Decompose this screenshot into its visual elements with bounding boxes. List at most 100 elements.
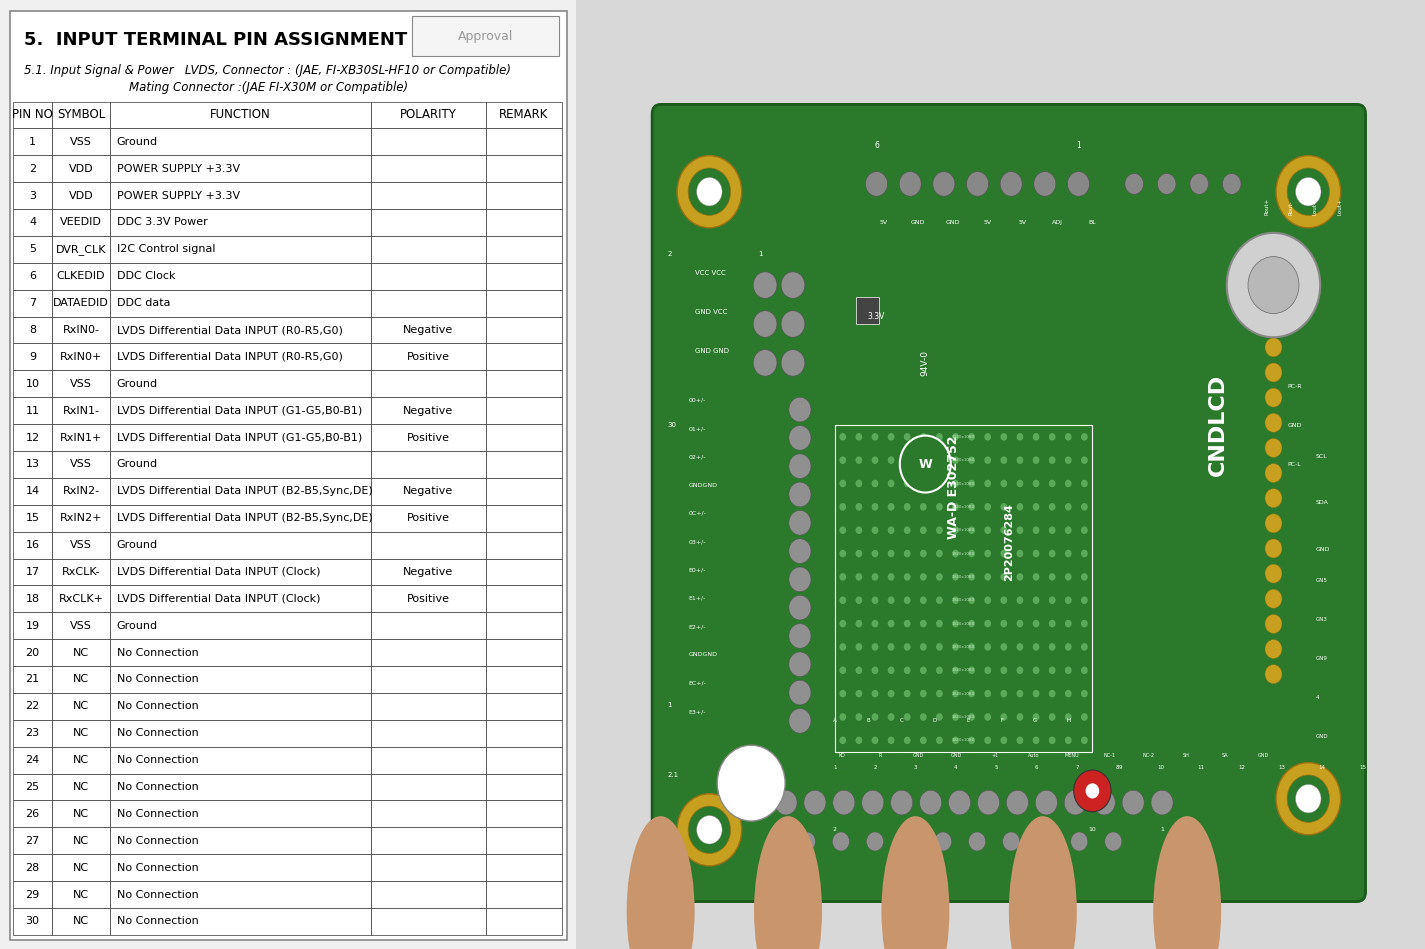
Circle shape bbox=[1265, 614, 1282, 633]
Text: 30: 30 bbox=[26, 917, 40, 926]
Circle shape bbox=[1073, 770, 1112, 811]
Text: PC-L: PC-L bbox=[1288, 461, 1301, 467]
Text: NC: NC bbox=[73, 809, 90, 819]
Text: LVDS Differential Data INPUT (Clock): LVDS Differential Data INPUT (Clock) bbox=[117, 594, 321, 604]
Text: Lout-: Lout- bbox=[1312, 201, 1318, 215]
Text: BL: BL bbox=[1089, 220, 1096, 225]
Circle shape bbox=[1049, 714, 1056, 721]
Circle shape bbox=[888, 456, 895, 464]
Circle shape bbox=[1049, 503, 1056, 511]
Bar bbox=[370, 747, 486, 773]
Text: GND: GND bbox=[1315, 734, 1328, 739]
Bar bbox=[370, 800, 486, 828]
Text: CNDLCD: CNDLCD bbox=[1208, 374, 1228, 476]
Text: No Connection: No Connection bbox=[117, 782, 198, 792]
Bar bbox=[110, 854, 370, 881]
Circle shape bbox=[921, 736, 926, 744]
Circle shape bbox=[1016, 620, 1023, 627]
Circle shape bbox=[1000, 172, 1022, 196]
Text: LVDS Differential Data INPUT (Clock): LVDS Differential Data INPUT (Clock) bbox=[117, 567, 321, 577]
Circle shape bbox=[839, 620, 846, 627]
Circle shape bbox=[754, 310, 777, 337]
Text: Positive: Positive bbox=[406, 433, 450, 442]
Text: Auto: Auto bbox=[1027, 754, 1039, 758]
Bar bbox=[370, 398, 486, 424]
Text: 5: 5 bbox=[28, 244, 36, 254]
Text: E1+/-: E1+/- bbox=[688, 596, 705, 601]
Circle shape bbox=[855, 480, 862, 488]
Text: 12: 12 bbox=[26, 433, 40, 442]
Text: VSS: VSS bbox=[70, 621, 93, 631]
Circle shape bbox=[952, 549, 959, 557]
Text: Ground: Ground bbox=[117, 540, 158, 550]
Bar bbox=[486, 317, 561, 344]
Bar bbox=[486, 424, 561, 451]
Circle shape bbox=[903, 597, 911, 605]
Circle shape bbox=[1265, 589, 1282, 608]
Circle shape bbox=[1265, 513, 1282, 532]
Circle shape bbox=[903, 456, 911, 464]
Text: 17: 17 bbox=[26, 567, 40, 577]
Text: 27: 27 bbox=[26, 836, 40, 846]
Text: 20: 20 bbox=[26, 647, 40, 658]
Circle shape bbox=[1265, 664, 1282, 683]
Text: RxIN2+: RxIN2+ bbox=[60, 513, 103, 523]
Text: E: E bbox=[966, 718, 970, 723]
Circle shape bbox=[921, 690, 926, 698]
Circle shape bbox=[1082, 666, 1087, 674]
Bar bbox=[370, 773, 486, 800]
Text: RxCLK+: RxCLK+ bbox=[58, 594, 104, 604]
Text: 2: 2 bbox=[28, 164, 36, 174]
Text: 1: 1 bbox=[667, 702, 673, 708]
Circle shape bbox=[789, 482, 811, 507]
Circle shape bbox=[1064, 549, 1072, 557]
Text: 1920x1080: 1920x1080 bbox=[952, 458, 975, 462]
Text: DDC Clock: DDC Clock bbox=[117, 271, 175, 281]
Text: 12: 12 bbox=[1238, 765, 1245, 770]
Circle shape bbox=[985, 597, 992, 605]
Circle shape bbox=[839, 597, 846, 605]
Bar bbox=[13, 559, 53, 586]
Circle shape bbox=[1000, 643, 1007, 651]
Circle shape bbox=[1049, 573, 1056, 581]
Bar bbox=[370, 693, 486, 719]
Circle shape bbox=[1064, 597, 1072, 605]
Text: DVR_CLK: DVR_CLK bbox=[56, 244, 107, 255]
Circle shape bbox=[697, 177, 722, 206]
Bar bbox=[370, 156, 486, 182]
Circle shape bbox=[789, 652, 811, 677]
Bar bbox=[110, 102, 370, 128]
Bar bbox=[110, 586, 370, 612]
Circle shape bbox=[781, 349, 805, 376]
Text: VDD: VDD bbox=[68, 164, 94, 174]
Bar bbox=[486, 908, 561, 935]
Circle shape bbox=[1000, 690, 1007, 698]
Text: GND GND: GND GND bbox=[695, 348, 730, 354]
Circle shape bbox=[839, 527, 846, 534]
Circle shape bbox=[789, 709, 811, 734]
Circle shape bbox=[1049, 666, 1056, 674]
Circle shape bbox=[1016, 480, 1023, 488]
Bar bbox=[13, 800, 53, 828]
Circle shape bbox=[1064, 503, 1072, 511]
Text: 1920x1080: 1920x1080 bbox=[952, 505, 975, 509]
Text: Rout+: Rout+ bbox=[1264, 197, 1270, 215]
Bar bbox=[370, 182, 486, 209]
Text: LVDS Differential Data INPUT (G1-G5,B0-B1): LVDS Differential Data INPUT (G1-G5,B0-B… bbox=[117, 433, 362, 442]
Text: NC: NC bbox=[73, 889, 90, 900]
Bar bbox=[53, 908, 110, 935]
Circle shape bbox=[952, 527, 959, 534]
Ellipse shape bbox=[882, 816, 949, 949]
Text: 11: 11 bbox=[26, 405, 40, 416]
Text: 1920x1080: 1920x1080 bbox=[952, 529, 975, 532]
Text: 5.  INPUT TERMINAL PIN ASSIGNMENT: 5. INPUT TERMINAL PIN ASSIGNMENT bbox=[24, 30, 408, 48]
Text: Ground: Ground bbox=[117, 459, 158, 470]
Circle shape bbox=[832, 832, 849, 851]
Circle shape bbox=[903, 736, 911, 744]
Text: 1: 1 bbox=[784, 828, 788, 832]
Circle shape bbox=[872, 573, 878, 581]
Circle shape bbox=[865, 172, 888, 196]
Bar bbox=[486, 612, 561, 640]
Circle shape bbox=[888, 643, 895, 651]
Circle shape bbox=[1124, 174, 1143, 195]
